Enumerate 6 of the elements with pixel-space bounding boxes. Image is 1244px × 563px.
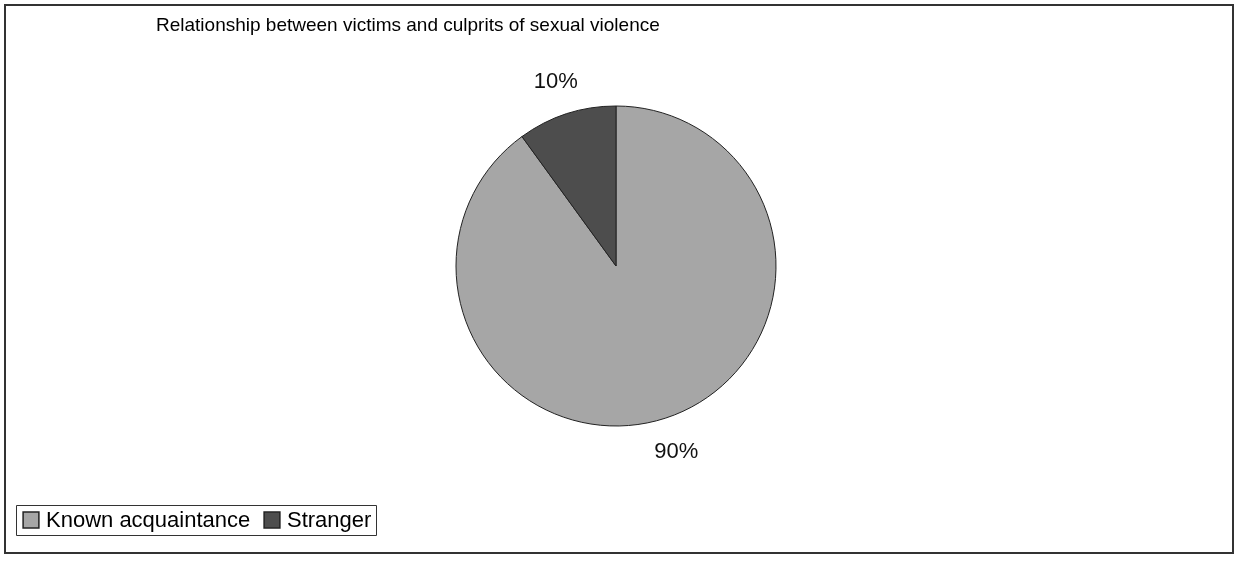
data-label: 90% xyxy=(654,438,699,464)
legend-label: Known acquaintance xyxy=(46,507,251,532)
pie-slice xyxy=(455,105,777,427)
legend-label: Stranger xyxy=(287,507,372,532)
data-label: 10% xyxy=(533,67,578,93)
chart-title: Relationship between victims and culprits of sexual violence xyxy=(156,14,660,35)
